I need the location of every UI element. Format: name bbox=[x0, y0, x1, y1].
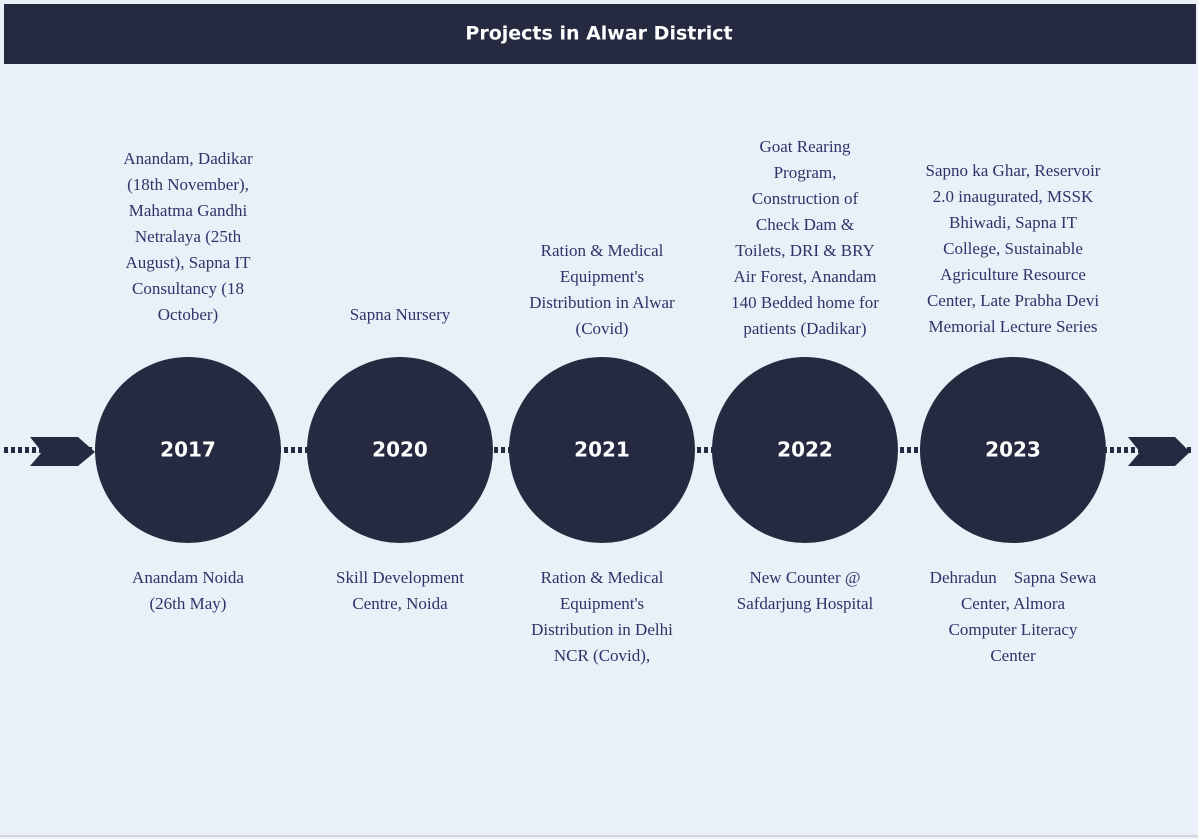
above-text: 140 Bedded home for bbox=[731, 293, 879, 312]
below-text: Dehradun Sapna Sewa bbox=[930, 568, 1097, 587]
above-text: Anandam, Dadikar bbox=[123, 149, 253, 168]
year-circle bbox=[712, 357, 898, 543]
below-text: Safdarjung Hospital bbox=[737, 594, 874, 613]
below-text: NCR (Covid), bbox=[554, 646, 650, 665]
year-circle bbox=[920, 357, 1106, 543]
above-text: Air Forest, Anandam bbox=[733, 267, 876, 286]
year-label: 2020 bbox=[372, 438, 428, 462]
above-text: Distribution in Alwar bbox=[529, 293, 675, 312]
left-arrow bbox=[30, 437, 95, 466]
above-text: (Covid) bbox=[576, 319, 629, 338]
below-text: Equipment's bbox=[560, 594, 644, 613]
year-circle bbox=[307, 357, 493, 543]
below-text: Computer Literacy bbox=[949, 620, 1078, 639]
below-text: Center, Almora bbox=[961, 594, 1066, 613]
above-text: Consultancy (18 bbox=[132, 279, 244, 298]
header-title: Projects in Alwar District bbox=[465, 23, 732, 45]
above-text: Mahatma Gandhi bbox=[129, 201, 248, 220]
above-text: patients (Dadikar) bbox=[743, 319, 866, 338]
above-text: Toilets, DRI & BRY bbox=[735, 241, 875, 260]
below-text: Distribution in Delhi bbox=[531, 620, 673, 639]
above-text: Center, Late Prabha Devi bbox=[927, 291, 1099, 310]
below-text: Anandam Noida bbox=[132, 568, 244, 587]
above-text: (18th November), bbox=[127, 175, 249, 194]
above-text: Netralaya (25th bbox=[135, 227, 242, 246]
year-label: 2022 bbox=[777, 438, 833, 462]
above-text: Bhiwadi, Sapna IT bbox=[949, 213, 1078, 232]
above-text: Sapna Nursery bbox=[350, 305, 451, 324]
above-text: Check Dam & bbox=[756, 215, 854, 234]
header-bar bbox=[4, 4, 1196, 64]
above-text: College, Sustainable bbox=[943, 239, 1083, 258]
right-arrow bbox=[1128, 437, 1190, 466]
year-circle bbox=[95, 357, 281, 543]
below-text: (26th May) bbox=[150, 594, 227, 613]
below-text: Centre, Noida bbox=[352, 594, 448, 613]
year-label: 2023 bbox=[985, 438, 1041, 462]
below-text: Center bbox=[990, 646, 1036, 665]
above-text: August), Sapna IT bbox=[125, 253, 251, 272]
above-text: Sapno ka Ghar, Reservoir bbox=[926, 161, 1101, 180]
above-text: Construction of bbox=[752, 189, 859, 208]
above-text: Equipment's bbox=[560, 267, 644, 286]
below-text: Ration & Medical bbox=[541, 568, 664, 587]
timeline-items: 2017 Anandam, Dadikar (18th November), Maha… bbox=[95, 137, 1106, 665]
year-label: 2021 bbox=[574, 438, 630, 462]
above-text: Ration & Medical bbox=[541, 241, 664, 260]
year-circle bbox=[509, 357, 695, 543]
above-text: 2.0 inaugurated, MSSK bbox=[933, 187, 1094, 206]
above-text: Memorial Lecture Series bbox=[929, 317, 1098, 336]
above-text: Goat Rearing bbox=[759, 137, 851, 156]
below-text: Skill Development bbox=[336, 568, 464, 587]
above-text: Program, bbox=[774, 163, 837, 182]
above-text: Agriculture Resource bbox=[940, 265, 1086, 284]
year-label: 2017 bbox=[160, 438, 216, 462]
above-text: October) bbox=[158, 305, 218, 324]
below-text: New Counter @ bbox=[749, 568, 860, 587]
